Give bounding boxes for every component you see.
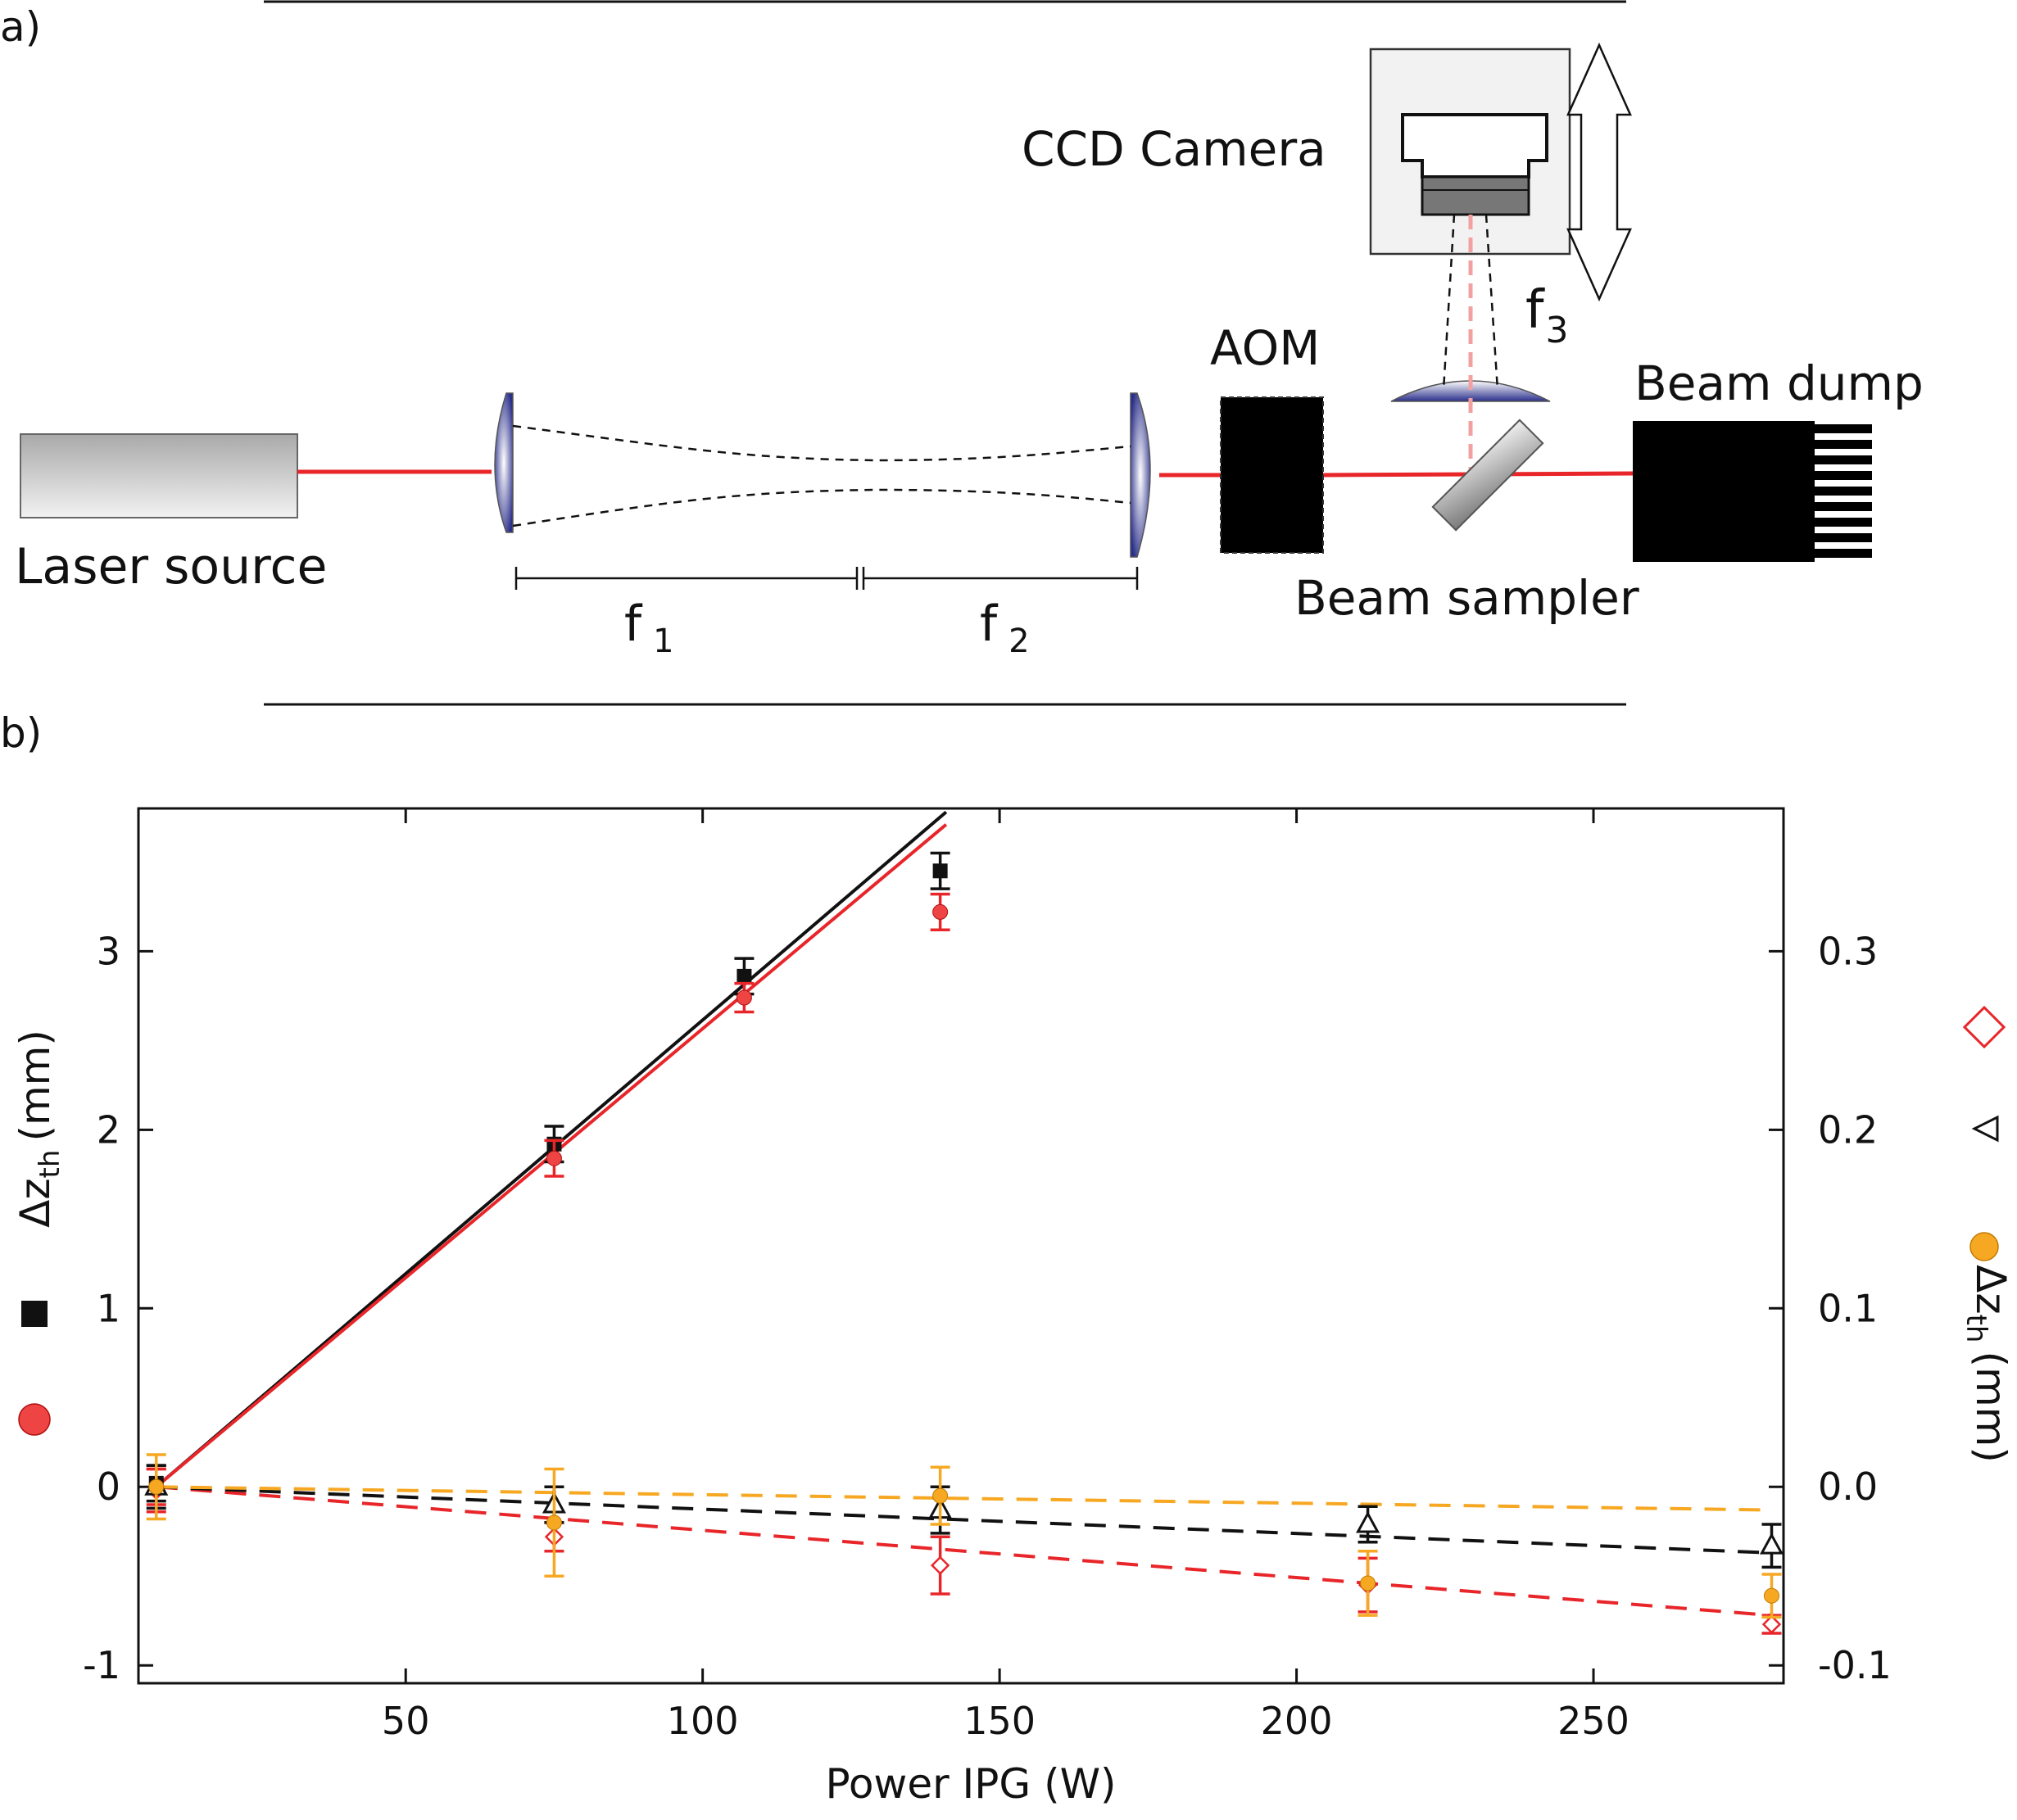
y-right-tick-label: 0.0 bbox=[1818, 1465, 1878, 1509]
point-square bbox=[737, 968, 752, 984]
y-left-unit: (mm) bbox=[11, 1030, 59, 1141]
f3-letter: f bbox=[1525, 280, 1545, 341]
camera-icon bbox=[1401, 113, 1548, 179]
f1-letter: f bbox=[624, 595, 643, 653]
laser-source-box bbox=[20, 433, 298, 518]
panel-b: b) 50 100 150 200 250 -1 0 1 2 3 -0.1 0.0 0.1 0.2 0.… bbox=[0, 709, 2015, 1808]
y-right-tick-label: 0.1 bbox=[1818, 1286, 1878, 1330]
left-key-square-marker bbox=[21, 1301, 48, 1327]
point-circle bbox=[546, 1150, 562, 1166]
y-right-tick-label: 0.2 bbox=[1818, 1107, 1878, 1152]
beam-dump-body bbox=[1633, 421, 1815, 562]
lens-f1 bbox=[494, 392, 514, 533]
beam-dump-label: Beam dump bbox=[1634, 355, 1924, 411]
point-circle bbox=[1360, 1575, 1376, 1591]
right-key-orange-marker bbox=[1969, 1232, 1999, 1261]
y-right-delta: Δz bbox=[1967, 1265, 2015, 1314]
left-key-circle-marker bbox=[18, 1403, 51, 1436]
x-tick-label: 100 bbox=[667, 1699, 739, 1743]
y-left-tick-label: -1 bbox=[83, 1643, 120, 1687]
panel-b-label: b) bbox=[0, 709, 42, 757]
beam-dump-fin bbox=[1815, 533, 1872, 542]
lens-f3 bbox=[1390, 380, 1551, 402]
aom-label: AOM bbox=[1210, 320, 1320, 376]
point-circle bbox=[546, 1514, 562, 1531]
point-circle bbox=[736, 989, 752, 1006]
x-tick-label: 200 bbox=[1261, 1699, 1333, 1743]
y-axis-right-label: Δzth (mm) bbox=[1960, 1265, 2015, 1463]
point-diamond bbox=[930, 1555, 950, 1575]
fit-line-diamond bbox=[156, 1485, 1772, 1618]
y-axis-left: -1 0 1 2 3 bbox=[83, 929, 153, 1687]
fit-line-circle bbox=[156, 1485, 1772, 1512]
fit-line-triangle bbox=[156, 1485, 1772, 1555]
y-left-tick-label: 1 bbox=[97, 1286, 120, 1330]
point-circle bbox=[148, 1478, 165, 1495]
beam-dump-fin bbox=[1815, 455, 1872, 464]
translation-arrow-icon bbox=[1566, 42, 1632, 302]
beam-dump-fin bbox=[1815, 487, 1872, 496]
y-left-tick-label: 2 bbox=[97, 1107, 120, 1152]
panel-a-label: a) bbox=[0, 3, 41, 51]
data-points bbox=[144, 851, 1784, 1635]
right-key-diamond-marker bbox=[1962, 1005, 2006, 1049]
y-right-sub: th bbox=[1960, 1315, 1992, 1343]
f1-subscript: 1 bbox=[653, 623, 673, 660]
f2-subscript: 2 bbox=[1008, 623, 1029, 660]
beam-dump-fins bbox=[1815, 424, 1872, 558]
y-right-tick-label: 0.3 bbox=[1818, 929, 1878, 973]
x-axis: 50 100 150 200 250 bbox=[382, 808, 1629, 1743]
point-square bbox=[932, 863, 948, 879]
beam-dump-fin bbox=[1815, 424, 1872, 433]
y-axis-left-label: Δzth (mm) bbox=[11, 1030, 66, 1228]
x-axis-label: Power IPG (W) bbox=[825, 1760, 1116, 1808]
y-axis-right: -0.1 0.0 0.1 0.2 0.3 bbox=[1769, 929, 1892, 1687]
y-left-tick-label: 0 bbox=[97, 1465, 120, 1509]
point-triangle bbox=[1759, 1533, 1784, 1555]
fit-lines bbox=[155, 810, 1772, 1618]
f3-label: f3 bbox=[1525, 280, 1569, 351]
x-tick-label: 250 bbox=[1557, 1699, 1629, 1743]
laser-source-label: Laser source bbox=[15, 538, 327, 595]
y-right-unit: (mm) bbox=[1967, 1351, 2015, 1462]
beam-envelope-bottom bbox=[512, 488, 1131, 527]
point-triangle bbox=[1356, 1510, 1380, 1533]
beam-dump-fin bbox=[1815, 502, 1872, 511]
beam-dump-fin bbox=[1815, 549, 1872, 558]
point-circle bbox=[1764, 1587, 1780, 1604]
beam-envelope-top bbox=[512, 424, 1131, 462]
dimension-lines bbox=[514, 567, 1139, 590]
camera-sensor bbox=[1421, 175, 1530, 216]
aom-box bbox=[1220, 396, 1324, 554]
y-left-tick-label: 3 bbox=[97, 929, 120, 973]
beam-sampler bbox=[1431, 419, 1544, 532]
lens-f2 bbox=[1130, 392, 1151, 558]
plot-frame bbox=[137, 807, 1785, 1685]
f2-letter: f bbox=[980, 595, 999, 653]
x-tick-label: 50 bbox=[382, 1699, 430, 1743]
y-right-tick-label: -0.1 bbox=[1818, 1643, 1892, 1687]
ccd-camera-label: CCD Camera bbox=[1022, 121, 1326, 177]
right-key-triangle-marker bbox=[1971, 1115, 1999, 1143]
beam-dump-fin bbox=[1815, 440, 1872, 449]
beam-dump-fin bbox=[1815, 471, 1872, 480]
x-tick-label: 150 bbox=[963, 1699, 1036, 1743]
point-diamond bbox=[1761, 1614, 1782, 1634]
y-left-sub: th bbox=[34, 1150, 66, 1179]
beam-dump-fin bbox=[1815, 518, 1872, 527]
f3-subscript: 3 bbox=[1546, 310, 1569, 351]
beam-sampler-label: Beam sampler bbox=[1294, 570, 1639, 626]
point-circle bbox=[932, 903, 949, 920]
y-left-delta: Δz bbox=[11, 1178, 59, 1227]
point-circle bbox=[932, 1487, 949, 1504]
